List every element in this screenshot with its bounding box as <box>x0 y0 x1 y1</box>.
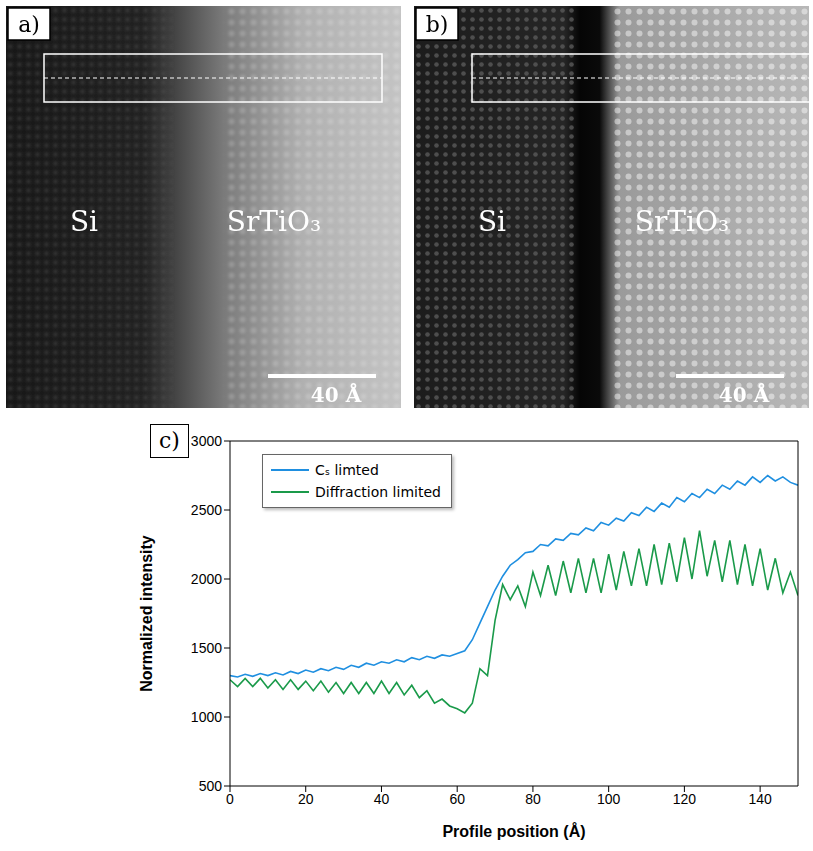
svg-text:Normalized intensity: Normalized intensity <box>138 535 155 692</box>
svg-text:140: 140 <box>748 791 772 807</box>
svg-text:3000: 3000 <box>191 433 222 449</box>
svg-text:1000: 1000 <box>191 709 222 725</box>
svg-text:60: 60 <box>449 791 465 807</box>
svg-text:500: 500 <box>199 778 223 794</box>
svg-text:1500: 1500 <box>191 640 222 656</box>
svg-text:Si: Si <box>478 205 506 238</box>
html-text:Cₛ limted: Cₛ limted <box>315 462 379 478</box>
svg-text:0: 0 <box>226 791 234 807</box>
svg-text:b): b) <box>426 12 449 37</box>
svg-text:2500: 2500 <box>191 502 222 518</box>
svg-text:120: 120 <box>673 791 697 807</box>
svg-text:100: 100 <box>597 791 621 807</box>
svg-text:SrTiO₃: SrTiO₃ <box>227 205 321 238</box>
svg-text:Profile position (Å): Profile position (Å) <box>442 822 585 840</box>
html-text:Diffraction limited: Diffraction limited <box>315 484 441 500</box>
svg-text:40 Å: 40 Å <box>311 383 362 407</box>
html-text:c): c) <box>159 428 180 453</box>
svg-text:2000: 2000 <box>191 571 222 587</box>
svg-text:80: 80 <box>525 791 541 807</box>
svg-text:a): a) <box>18 12 40 37</box>
svg-text:20: 20 <box>298 791 314 807</box>
svg-text:SrTiO₃: SrTiO₃ <box>635 205 729 238</box>
svg-text:40: 40 <box>374 791 390 807</box>
svg-text:Si: Si <box>70 205 98 238</box>
svg-text:40 Å: 40 Å <box>719 383 770 407</box>
